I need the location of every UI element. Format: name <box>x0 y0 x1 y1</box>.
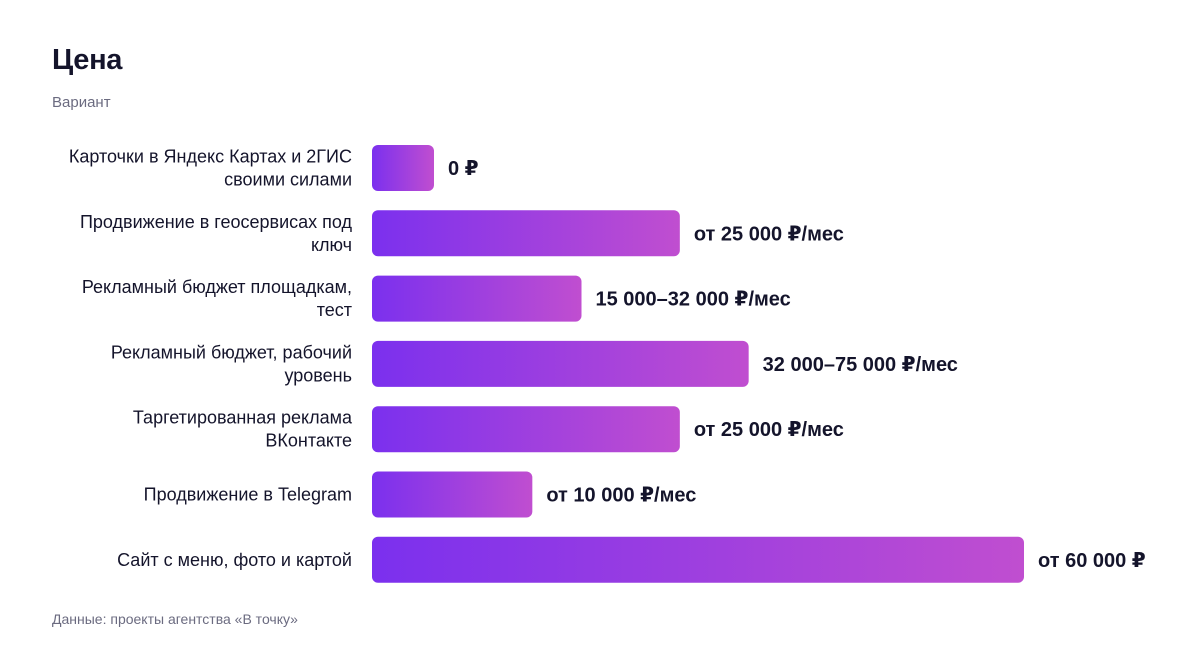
data-source-note: Данные: проекты агентства «В точку» <box>52 611 298 627</box>
value-label-1: от 25 000 ₽/мес <box>694 223 844 245</box>
category-label-5: Продвижение в Telegram <box>144 485 352 505</box>
bar-5 <box>372 471 533 518</box>
bar-4 <box>372 406 680 453</box>
value-label-4: от 25 000 ₽/мес <box>694 419 844 441</box>
category-label-line: Карточки в Яндекс Картах и 2ГИС <box>69 147 352 167</box>
bar-6 <box>372 536 1024 583</box>
category-label-line: своими силами <box>224 170 352 190</box>
category-label-line: Рекламный бюджет, рабочий <box>111 342 352 362</box>
category-label-line: тест <box>317 300 352 320</box>
category-label-4: Таргетированная реклама ВКонтакте <box>133 408 353 451</box>
bar-0 <box>372 145 434 191</box>
category-label-line: ВКонтакте <box>265 431 352 451</box>
category-label-line: Сайт с меню, фото и картой <box>117 550 352 570</box>
category-label-2: Рекламный бюджет площадкам, тест <box>82 277 352 320</box>
value-label-5: от 10 000 ₽/мес <box>546 485 696 507</box>
bar-3 <box>372 340 749 387</box>
chart-title: Цена <box>52 44 123 76</box>
category-label-1: Продвижение в геосервисах под ключ <box>80 212 353 255</box>
category-label-line: Рекламный бюджет площадкам, <box>82 277 352 297</box>
bar-1 <box>372 210 680 257</box>
value-label-0: 0 ₽ <box>448 158 479 180</box>
value-label-2: 15 000–32 000 ₽/мес <box>596 289 791 311</box>
category-label-line: Таргетированная реклама <box>133 408 353 428</box>
category-label-line: Продвижение в геосервисах под <box>80 212 353 232</box>
value-label-3: 32 000–75 000 ₽/мес <box>763 354 958 376</box>
value-label-6: от 60 000 ₽ <box>1038 550 1146 572</box>
bar-2 <box>372 275 582 322</box>
chart-subtitle: Вариант <box>52 94 111 111</box>
category-label-3: Рекламный бюджет, рабочий уровень <box>111 342 352 385</box>
category-label-6: Сайт с меню, фото и картой <box>117 550 352 570</box>
category-label-line: ключ <box>311 235 352 255</box>
category-label-line: Продвижение в Telegram <box>144 485 352 505</box>
category-label-0: Карточки в Яндекс Картах и 2ГИС своими си… <box>69 147 352 190</box>
bars-group: Карточки в Яндекс Картах и 2ГИС своими си… <box>69 145 1146 583</box>
category-label-line: уровень <box>284 365 352 385</box>
